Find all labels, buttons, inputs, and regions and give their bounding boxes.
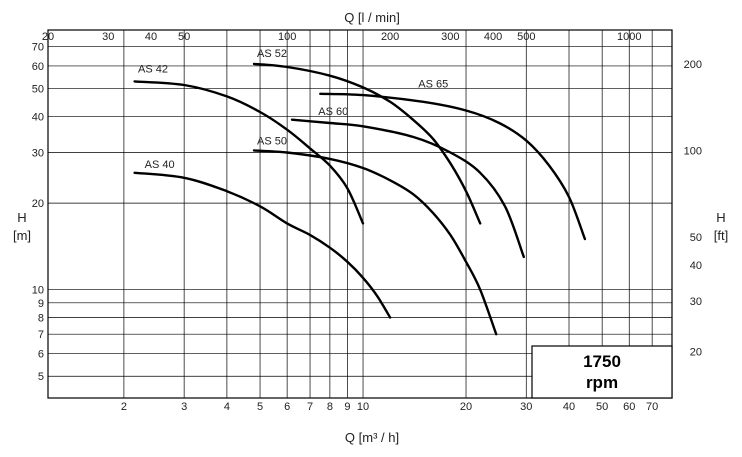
- bottom-tick-label: 10: [357, 401, 369, 413]
- left-axis-title-unit: [m]: [13, 228, 31, 243]
- left-tick-label: 9: [38, 298, 44, 310]
- left-tick-label: 50: [32, 84, 44, 96]
- right-tick-label: 40: [690, 260, 702, 272]
- right-tick-label: 30: [690, 296, 702, 308]
- right-tick-label: 100: [684, 145, 702, 157]
- speed-unit: rpm: [586, 373, 618, 392]
- left-tick-label: 70: [32, 42, 44, 54]
- bottom-tick-label: 9: [344, 401, 350, 413]
- left-tick-label: 20: [32, 198, 44, 210]
- curve-as-65: [319, 92, 587, 241]
- speed-value: 1750: [583, 352, 621, 371]
- grid-lines: [48, 30, 672, 398]
- top-tick-label: 100: [278, 31, 296, 43]
- left-axis-title-h: H: [17, 210, 26, 225]
- right-axis-title-h: H: [716, 210, 725, 225]
- left-tick-label: 5: [38, 371, 44, 383]
- curve-as-60: [290, 118, 525, 259]
- bottom-tick-label: 50: [596, 401, 608, 413]
- top-tick-label: 400: [484, 31, 502, 43]
- left-tick-label: 6: [38, 348, 44, 360]
- curve-as-52: [252, 62, 482, 225]
- curve-label-as-65: AS 65: [418, 78, 448, 90]
- curve-label-as-60: AS 60: [318, 106, 348, 118]
- top-tick-label: 20: [42, 31, 54, 43]
- left-tick-label: 60: [32, 61, 44, 73]
- speed-box-frame: [531, 345, 673, 399]
- bottom-tick-label: 4: [224, 401, 230, 413]
- right-tick-label: 200: [684, 59, 702, 71]
- bottom-tick-label: 7: [307, 401, 313, 413]
- bottom-tick-label: 40: [563, 401, 575, 413]
- bottom-tick-label: 3: [181, 401, 187, 413]
- left-tick-label: 30: [32, 147, 44, 159]
- speed-box: 1750 rpm: [531, 345, 673, 399]
- curve-as-40: [133, 171, 392, 319]
- top-tick-label: 40: [145, 31, 157, 43]
- bottom-tick-label: 8: [327, 401, 333, 413]
- top-tick-label: 500: [517, 31, 535, 43]
- bottom-tick-label: 60: [623, 401, 635, 413]
- bottom-tick-label: 70: [646, 401, 658, 413]
- right-tick-label: 50: [690, 232, 702, 244]
- curve-label-as-40: AS 40: [145, 159, 175, 171]
- bottom-tick-label: 2: [121, 401, 127, 413]
- right-tick-label: 20: [690, 346, 702, 358]
- curve-as-50: [252, 149, 498, 336]
- curves: [133, 62, 587, 336]
- left-tick-label: 7: [38, 329, 44, 341]
- top-tick-label: 300: [441, 31, 459, 43]
- right-axis-title-unit: [ft]: [714, 228, 728, 243]
- bottom-axis-title: Q [m³ / h]: [345, 430, 399, 445]
- bottom-tick-label: 5: [257, 401, 263, 413]
- left-tick-label: 10: [32, 285, 44, 297]
- top-tick-label: 200: [381, 31, 399, 43]
- bottom-tick-label: 30: [520, 401, 532, 413]
- top-tick-label: 30: [102, 31, 114, 43]
- curve-label-as-42: AS 42: [138, 63, 168, 75]
- top-tick-label: 1000: [617, 31, 641, 43]
- bottom-tick-label: 20: [460, 401, 472, 413]
- curve-as-42: [133, 80, 365, 225]
- left-tick-label: 8: [38, 313, 44, 325]
- left-tick-label: 40: [32, 112, 44, 124]
- top-tick-label: 50: [178, 31, 190, 43]
- curve-label-as-52: AS 52: [257, 48, 287, 60]
- top-axis-title: Q [l / min]: [344, 10, 400, 25]
- plot-frame: [47, 29, 673, 399]
- curve-labels: AS 42 AS 52 AS 65 AS 60 AS 50 AS 40: [138, 48, 448, 171]
- bottom-tick-label: 6: [284, 401, 290, 413]
- curve-label-as-50: AS 50: [257, 135, 287, 147]
